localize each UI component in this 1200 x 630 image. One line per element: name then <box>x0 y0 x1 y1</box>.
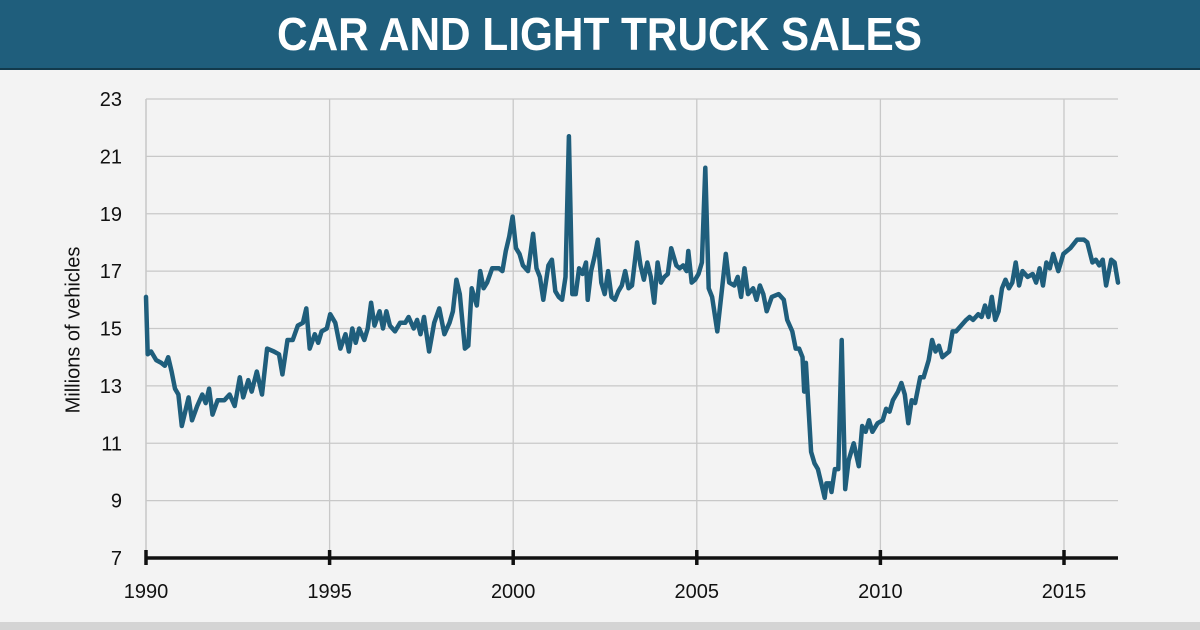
y-tick-label: 7 <box>111 548 122 570</box>
x-axis: 1990 1995 2000 2005 2010 2015 <box>124 550 1118 603</box>
y-axis-tick-labels: 7 9 11 13 15 17 19 21 23 <box>100 89 122 570</box>
y-tick-label: 23 <box>100 89 122 111</box>
gridlines <box>145 98 1118 558</box>
x-tick-label: 2010 <box>858 581 903 603</box>
y-axis-label: Millions of vehicles <box>62 246 85 414</box>
x-tick-label: 1990 <box>124 581 169 603</box>
sales-line <box>143 134 1121 501</box>
y-tick-label: 17 <box>100 261 122 283</box>
title-banner: CAR AND LIGHT TRUCK SALES <box>0 0 1200 70</box>
y-tick-label: 15 <box>100 319 122 341</box>
chart-title: CAR AND LIGHT TRUCK SALES <box>277 8 923 60</box>
y-tick-label: 21 <box>100 146 122 168</box>
x-tick-label: 1995 <box>307 581 352 603</box>
footer-bar <box>0 622 1200 630</box>
y-tick-label: 9 <box>111 491 122 513</box>
x-tick-label: 2015 <box>1042 581 1087 603</box>
y-tick-label: 13 <box>100 376 122 398</box>
x-tick-label: 2005 <box>675 581 720 603</box>
x-tick-label: 2000 <box>491 581 536 603</box>
y-tick-label: 11 <box>101 433 122 455</box>
y-tick-label: 19 <box>100 204 122 226</box>
